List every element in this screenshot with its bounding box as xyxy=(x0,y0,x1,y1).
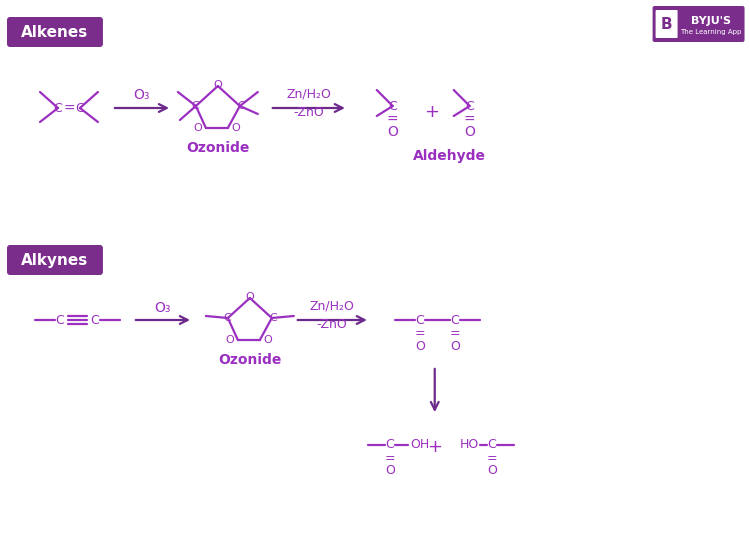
Text: Alkenes: Alkenes xyxy=(21,24,88,40)
Text: O₃: O₃ xyxy=(134,88,150,102)
Text: =: = xyxy=(385,452,395,465)
Text: The Learning App: The Learning App xyxy=(680,29,741,35)
Text: O: O xyxy=(385,464,394,477)
Text: BYJU'S: BYJU'S xyxy=(691,16,730,26)
Text: C: C xyxy=(191,101,199,111)
Text: Zn/H₂O: Zn/H₂O xyxy=(309,300,354,313)
Text: OH: OH xyxy=(410,439,429,451)
Text: C: C xyxy=(76,102,84,115)
Text: C: C xyxy=(416,313,424,326)
Text: C: C xyxy=(91,313,99,326)
FancyBboxPatch shape xyxy=(656,10,677,38)
FancyBboxPatch shape xyxy=(7,245,103,275)
Text: =: = xyxy=(63,102,75,116)
Text: O₃: O₃ xyxy=(154,301,171,315)
Text: O: O xyxy=(415,339,424,352)
Text: =: = xyxy=(487,452,497,465)
Text: B: B xyxy=(661,16,673,31)
Text: C: C xyxy=(53,102,62,115)
Text: O: O xyxy=(263,335,272,345)
Text: C: C xyxy=(386,439,394,451)
Text: C: C xyxy=(237,101,244,111)
Text: O: O xyxy=(450,339,460,352)
FancyBboxPatch shape xyxy=(7,17,103,47)
Text: Alkynes: Alkynes xyxy=(21,252,88,268)
FancyBboxPatch shape xyxy=(652,6,745,42)
Text: Zn/H₂O: Zn/H₂O xyxy=(286,87,332,100)
Text: =: = xyxy=(415,327,425,340)
Text: O: O xyxy=(214,80,222,90)
Text: +: + xyxy=(424,103,439,121)
Text: O: O xyxy=(232,123,240,133)
Text: O: O xyxy=(387,125,398,139)
Text: O: O xyxy=(487,464,496,477)
Text: Ozonide: Ozonide xyxy=(218,353,281,367)
Text: =: = xyxy=(449,327,460,340)
Text: C: C xyxy=(388,99,398,112)
Text: O: O xyxy=(464,125,476,139)
Text: -ZnO: -ZnO xyxy=(293,105,324,118)
Text: -ZnO: -ZnO xyxy=(316,318,347,331)
Text: Aldehyde: Aldehyde xyxy=(413,149,486,163)
Text: C: C xyxy=(269,313,277,323)
Text: C: C xyxy=(465,99,474,112)
Text: +: + xyxy=(427,438,442,456)
Text: O: O xyxy=(226,335,234,345)
Text: O: O xyxy=(245,292,254,302)
Text: C: C xyxy=(450,313,459,326)
Text: O: O xyxy=(194,123,202,133)
Text: C: C xyxy=(223,313,231,323)
Text: =: = xyxy=(464,113,476,127)
Text: HO: HO xyxy=(460,439,479,451)
Text: Ozonide: Ozonide xyxy=(186,141,250,155)
Text: C: C xyxy=(488,439,496,451)
Text: =: = xyxy=(387,113,398,127)
Text: C: C xyxy=(56,313,64,326)
